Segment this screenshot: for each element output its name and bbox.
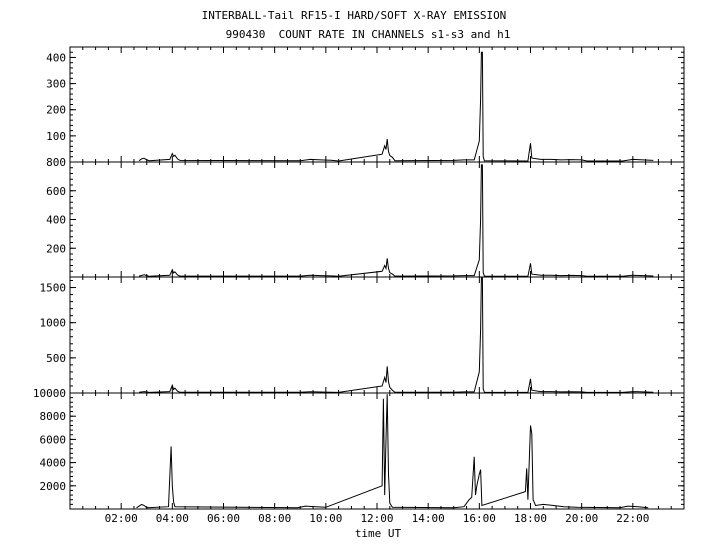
- panel-1-y-tick-label: 200: [46, 104, 66, 117]
- x-tick-label: 06:00: [207, 512, 240, 525]
- chart-title: INTERBALL-Tail RF15-I HARD/SOFT X-RAY EM…: [201, 9, 507, 22]
- panel-4-y-tick-label: 10000: [33, 387, 66, 400]
- x-axis-label: time UT: [355, 527, 402, 540]
- panel-2-y-tick-label: 400: [46, 214, 66, 227]
- x-tick-label: 10:00: [309, 512, 342, 525]
- panel-3-y-tick-label: 500: [46, 352, 66, 365]
- panel-4-y-tick-label: 8000: [40, 410, 67, 423]
- x-tick-label: 14:00: [412, 512, 445, 525]
- x-tick-label: 12:00: [360, 512, 393, 525]
- panel-4-y-tick-label: 6000: [40, 433, 67, 446]
- panel-1-series-line: [138, 51, 654, 162]
- x-tick-label: 04:00: [156, 512, 189, 525]
- panel-4-y-tick-label: 2000: [40, 480, 67, 493]
- panel-2-y-tick-label: 200: [46, 242, 66, 255]
- x-tick-label: 08:00: [258, 512, 291, 525]
- panel-2-y-tick-label: 800: [46, 156, 66, 169]
- panel-3-y-tick-label: 1500: [40, 282, 67, 295]
- panel-2-y-tick-label: 600: [46, 185, 66, 198]
- x-tick-label: 16:00: [463, 512, 496, 525]
- panel-4-series-line: [136, 394, 649, 509]
- panel-2-frame: [69, 161, 685, 278]
- panel-2-series-line: [138, 164, 654, 277]
- panel-3-series-line: [139, 277, 654, 393]
- chart-subtitle: 990430 COUNT RATE IN CHANNELS s1-s3 and …: [225, 28, 511, 41]
- x-tick-label: 18:00: [514, 512, 547, 525]
- panel-1-y-tick-label: 300: [46, 78, 66, 91]
- x-tick-label: 22:00: [616, 512, 649, 525]
- panel-1-frame: [69, 46, 685, 163]
- x-tick-label: 20:00: [565, 512, 598, 525]
- panel-3-y-tick-label: 1000: [40, 317, 67, 330]
- panel-3-frame: [69, 276, 685, 394]
- panel-4-frame: [69, 392, 685, 510]
- panel-1-y-tick-label: 400: [46, 51, 66, 64]
- panel-1-y-tick-label: 100: [46, 130, 66, 143]
- panel-4-y-tick-label: 4000: [40, 457, 67, 470]
- x-tick-label: 02:00: [105, 512, 138, 525]
